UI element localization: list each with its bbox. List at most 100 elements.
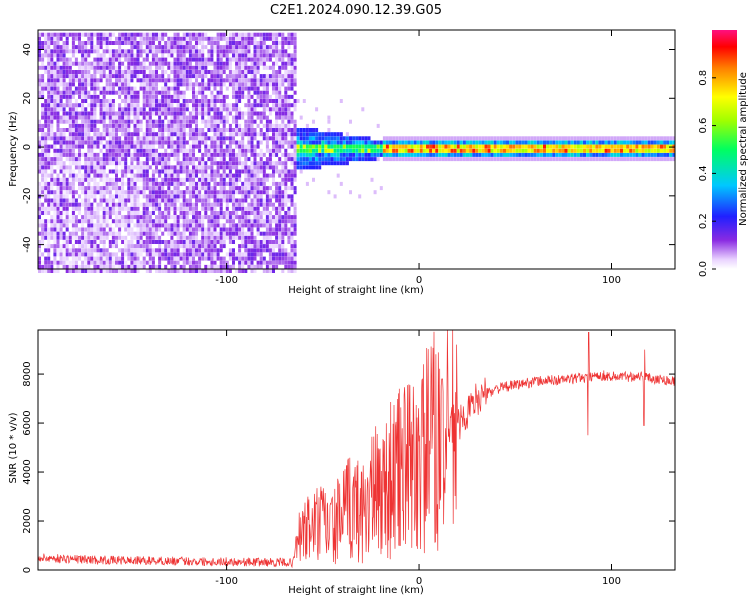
spectrogram-cell [238,186,242,191]
spectrogram-cell [84,65,88,70]
spectrogram-cell [201,252,205,257]
spectrogram-cell [151,32,155,37]
spectrogram-cell [259,61,263,66]
spectrogram-cell [561,144,565,149]
spectrogram-cell [65,227,69,232]
spectrogram-cell [41,45,45,50]
spectrogram-cell [262,90,266,95]
spectrogram-cell [290,269,294,273]
spectrogram-cell [210,235,214,240]
spectrogram-cell [219,165,223,170]
spectrogram-cell [259,202,263,207]
spectrogram-cell [139,177,143,182]
spectrogram-cell [99,190,103,195]
spectrogram-cell [250,57,254,62]
spectrogram-cell [148,128,152,132]
spectrogram-cell [84,70,88,74]
spectrogram-cell [192,177,195,182]
spectrogram-cell [124,181,128,186]
spectrogram-cell [133,264,137,269]
spectrogram-cell [284,181,288,186]
spectrogram-cell [71,82,75,87]
spectrogram-cell [201,82,205,87]
spectrogram-cell [324,161,328,166]
spectrogram-cell [225,45,229,50]
spectrogram-cell [232,115,235,120]
spectrogram-cell [192,227,195,232]
spectrogram-cell [41,136,45,141]
spectrogram-cell [195,49,198,54]
spectrogram-cell [247,107,251,112]
spectrogram-cell [179,177,183,182]
spectrogram-cell [56,41,60,45]
spectrogram-cell [660,144,663,149]
spectrogram-cell [127,240,131,244]
spectrogram-cell [250,152,254,157]
spectrogram-cell [161,132,165,137]
spectrogram-cell [232,41,235,45]
spectrogram-cell [672,148,676,153]
spectrogram-cell [164,99,168,103]
spectrogram-cell [256,94,260,99]
spectrogram-cell [130,256,134,261]
spectrogram-cell [87,61,91,66]
spectrogram-cell [84,53,88,58]
spectrogram-cell [293,173,297,178]
spectrogram-cell [207,186,211,191]
spectrogram-cell [115,144,118,149]
spectrogram-cell [232,78,235,83]
spectrogram-cell [173,57,177,62]
spectrogram-cell [173,219,177,224]
spectrogram-cell [472,148,476,153]
spectrogram-cell [222,244,226,249]
spectrogram-cell [38,82,41,87]
spectrogram-cell [59,140,63,145]
spectrogram-cell [195,115,198,120]
spectrogram-cell [185,165,189,170]
spectrogram-cell [432,157,436,162]
spectrogram-cell [515,152,519,157]
spectrogram-cell [133,186,137,191]
spectrogram-cell [262,177,266,182]
spectrogram-cell [244,240,248,244]
spectrogram-cell [53,198,57,203]
spectrogram-cell [50,70,54,74]
spectrogram-cell [429,144,433,149]
spectrogram-cell [99,161,103,166]
spectrogram-cell [413,136,417,141]
spectrogram-cell [355,140,359,145]
spectrogram-cell [90,165,94,170]
spectrogram-cell [256,219,260,224]
spectrogram-cell [259,219,263,224]
spectrogram-cell [139,148,143,153]
spectrogram-cell [244,269,248,273]
spectrogram-cell [253,74,257,79]
spectrogram-cell [379,144,383,149]
spectrogram-cell [167,169,171,174]
spectrogram-cell [68,90,72,95]
spectrogram-cell [170,227,174,232]
spectrogram-cell [127,115,131,120]
spectrogram-cell [272,53,275,58]
spectrogram-cell [222,107,226,112]
spectrogram-cell [59,248,63,253]
spectrogram-cell [118,41,122,45]
spectrogram-cell [284,186,288,191]
spectrogram-cell [130,74,134,79]
spectrogram-cell [84,227,88,232]
spectrogram-cell [44,244,48,249]
spectrogram-cell [68,240,72,244]
spectrogram-cell [278,211,282,215]
spectrogram-cell [139,82,143,87]
spectrogram-cell [573,144,577,149]
spectrogram-cell [253,70,257,74]
spectrogram-cell [78,61,81,66]
spectrogram-cell [155,223,158,228]
spectrogram-cell [235,65,239,70]
spectrogram-cell [102,194,106,199]
spectrogram-cell [102,264,106,269]
spectrogram-cell [268,194,272,199]
spectrogram-cell [93,128,97,132]
spectrogram-cell [466,152,469,157]
spectrogram-cell [164,194,168,199]
